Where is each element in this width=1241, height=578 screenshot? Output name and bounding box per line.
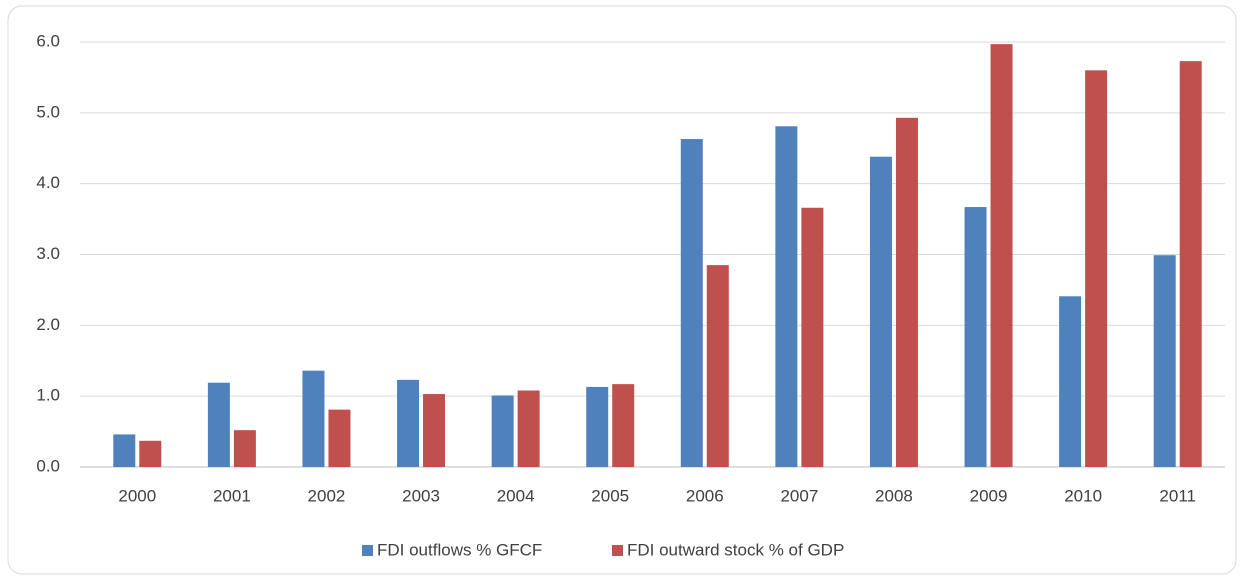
bar	[1153, 255, 1176, 467]
bar	[680, 139, 703, 467]
y-tick-label: 0.0	[36, 456, 60, 475]
x-tick-label: 2009	[970, 486, 1008, 505]
x-tick-label: 2003	[402, 486, 440, 505]
y-tick-label: 1.0	[36, 386, 60, 405]
legend-swatch	[612, 545, 623, 556]
bar	[895, 117, 918, 468]
bar	[491, 395, 514, 467]
y-tick-label: 5.0	[36, 102, 60, 121]
bar	[207, 382, 230, 467]
bar	[801, 207, 824, 467]
bar	[113, 434, 136, 467]
y-tick-label: 3.0	[36, 244, 60, 263]
x-tick-label: 2010	[1064, 486, 1102, 505]
y-tick-label: 2.0	[36, 315, 60, 334]
bar	[869, 156, 892, 467]
bar	[139, 440, 162, 467]
bar	[423, 394, 446, 467]
bar	[706, 265, 729, 467]
bar	[517, 390, 540, 467]
bar	[302, 370, 325, 467]
x-tick-label: 2006	[686, 486, 724, 505]
x-tick-label: 2007	[780, 486, 818, 505]
bar	[964, 207, 987, 467]
bar	[328, 409, 351, 467]
y-tick-label: 4.0	[36, 173, 60, 192]
x-tick-label: 2011	[1159, 486, 1196, 505]
bar	[775, 126, 798, 468]
bar	[1059, 296, 1082, 467]
bar	[990, 44, 1013, 467]
bar	[612, 384, 635, 467]
x-tick-label: 2004	[497, 486, 535, 505]
x-tick-label: 2000	[118, 486, 156, 505]
bar	[586, 386, 609, 467]
bar	[1179, 61, 1202, 467]
x-tick-label: 2005	[591, 486, 629, 505]
bar	[397, 379, 420, 467]
x-tick-label: 2002	[308, 486, 346, 505]
x-tick-label: 2008	[875, 486, 913, 505]
legend-swatch	[362, 545, 373, 556]
bar	[1085, 70, 1108, 467]
legend-label: FDI outward stock % of GDP	[627, 540, 844, 559]
x-tick-label: 2001	[213, 486, 251, 505]
bar	[233, 430, 256, 467]
legend-label: FDI outflows % GFCF	[377, 540, 542, 559]
y-tick-label: 6.0	[36, 31, 60, 50]
